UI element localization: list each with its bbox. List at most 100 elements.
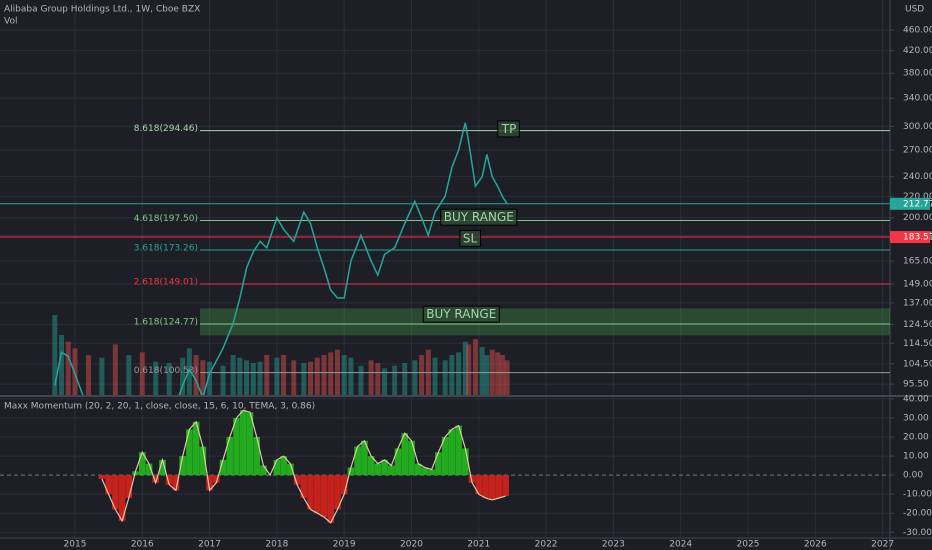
volume-bar (166, 363, 172, 395)
volume-bar (479, 347, 485, 395)
momentum-bar (145, 463, 153, 476)
momentum-bar (414, 463, 422, 476)
momentum-bar (381, 459, 388, 476)
y2-tick-label: -20.00 (903, 509, 932, 519)
volume-bar (499, 355, 505, 395)
volume-bar (72, 348, 78, 395)
volume-bar (264, 355, 270, 395)
momentum-bar (260, 465, 267, 476)
volume-bar (456, 352, 462, 395)
y-tick-label: 104.50 (903, 359, 932, 369)
momentum-bar (495, 475, 503, 498)
volume-bar (321, 355, 327, 395)
momentum-bar (313, 475, 321, 514)
x-tick-label: 2023 (602, 540, 625, 550)
volume-bar (153, 361, 159, 395)
y-tick-label: 124.50 (903, 320, 932, 330)
y-tick-label: 340.00 (903, 94, 932, 104)
momentum-bar (428, 469, 435, 476)
momentum-bar (112, 475, 119, 510)
volume-bar (341, 355, 347, 395)
buy-zone (200, 308, 890, 336)
momentum-bar (347, 467, 355, 476)
y-tick-label: 300.00 (903, 122, 932, 132)
x-tick-label: 2020 (400, 540, 423, 550)
y2-tick-label: -30.00 (903, 528, 932, 538)
momentum-bar (118, 475, 126, 521)
y-tick-label: 380.00 (903, 69, 932, 79)
annotation-box (497, 120, 520, 138)
volume-bar (504, 360, 510, 395)
momentum-bar (239, 410, 247, 476)
x-tick-label: 2017 (198, 540, 221, 550)
volume-bar (59, 335, 65, 395)
momentum-bar (206, 475, 213, 491)
y2-tick-label: 0.00 (903, 471, 923, 481)
y-tick-label: 420.00 (903, 46, 932, 56)
momentum-bar (448, 429, 456, 476)
volume-bar (52, 315, 58, 395)
volume-bar (301, 363, 307, 395)
momentum-bar (374, 463, 382, 476)
price-label-box (890, 197, 930, 210)
volume-bar (193, 355, 199, 395)
volume-bar (291, 360, 297, 395)
momentum-bar (293, 475, 301, 485)
momentum-bar (172, 475, 180, 491)
volume-bar (328, 352, 334, 395)
momentum-bar (165, 475, 173, 485)
volume-bar (484, 355, 490, 395)
momentum-bar (394, 448, 402, 476)
volume-label: Vol (4, 17, 17, 27)
fib-label: 2.618(149.01) (134, 277, 198, 287)
volume-bar (442, 360, 448, 395)
momentum-bar (159, 459, 166, 476)
momentum-bar (219, 459, 227, 476)
momentum-bar (300, 475, 308, 498)
volume-bar (358, 365, 364, 395)
volume-bar (244, 360, 250, 395)
volume-bar (281, 355, 287, 395)
momentum-bar (334, 475, 341, 510)
annotation-box (459, 229, 481, 247)
x-tick-label: 2015 (64, 540, 87, 550)
momentum-bar (340, 475, 348, 495)
x-tick-label: 2024 (669, 540, 692, 550)
volume-bar (99, 357, 105, 395)
y-tick-label: 137.00 (903, 298, 932, 308)
volume-bar (230, 355, 236, 395)
volume-bar (65, 341, 71, 395)
volume-bar (237, 357, 243, 395)
momentum-bar (435, 452, 442, 476)
volume-bar (200, 360, 206, 395)
annotation: BUY RANGE (444, 210, 514, 224)
momentum-bar (475, 475, 483, 495)
momentum-bar (152, 475, 160, 483)
momentum-bar (367, 456, 375, 476)
momentum-bar (307, 475, 314, 510)
volume-bar (382, 368, 388, 395)
momentum-bar (421, 467, 429, 476)
annotation-box (440, 208, 518, 226)
volume-bar (375, 363, 381, 395)
momentum-bar (199, 446, 207, 476)
momentum-bar (287, 463, 294, 476)
momentum-bar (105, 475, 112, 495)
y2-tick-label: 40.00 (903, 394, 929, 404)
annotation: TP (501, 122, 517, 136)
volume-bar (466, 344, 472, 395)
x-tick-label: 2026 (804, 540, 827, 550)
momentum-bar (320, 475, 328, 518)
fib-label: 0.618(100.53) (134, 366, 198, 376)
volume-bar (314, 357, 320, 395)
x-tick-label: 2018 (265, 540, 288, 550)
y2-tick-label: -10.00 (903, 490, 932, 500)
volume-bar (220, 365, 226, 395)
x-tick-label: 2027 (871, 540, 894, 550)
volume-bar (449, 355, 455, 395)
volume-bar (250, 363, 256, 395)
y-tick-label: 95.50 (903, 380, 929, 390)
momentum-bar (246, 412, 254, 476)
volume-bar (348, 357, 354, 395)
